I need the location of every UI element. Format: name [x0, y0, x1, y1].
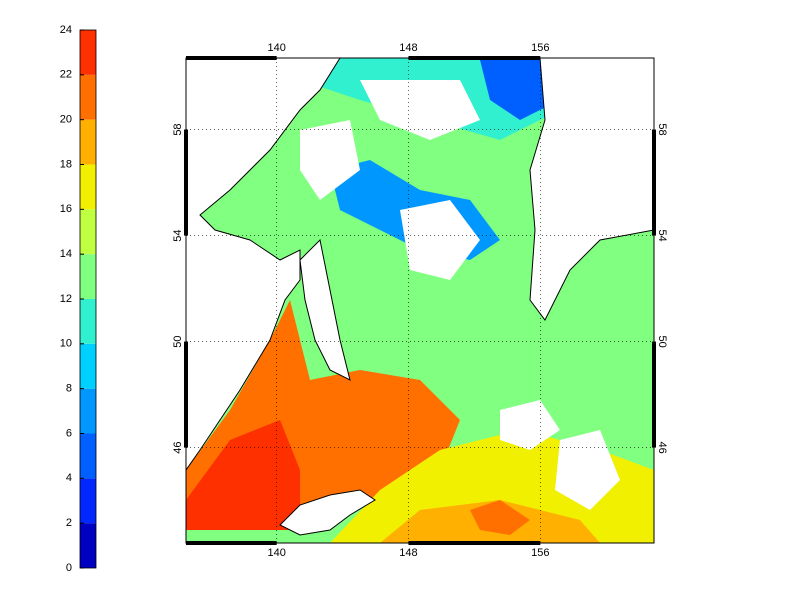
colorbar-segment — [80, 478, 96, 524]
frame-bar — [408, 56, 541, 60]
colorbar-segment — [80, 74, 96, 120]
colorbar-label: 4 — [66, 472, 72, 484]
colorbar-label: 0 — [66, 562, 72, 574]
lon-label: 148 — [399, 547, 417, 559]
lat-label: 46 — [656, 441, 668, 453]
colorbar-label: 10 — [60, 338, 72, 350]
no-data — [555, 430, 620, 510]
colorbar-label: 6 — [66, 427, 72, 439]
colorbar-label: 12 — [60, 293, 72, 305]
warm-water — [470, 500, 530, 535]
colorbar-label: 20 — [60, 114, 72, 126]
hot-water — [186, 420, 300, 530]
graticule: 140 140 148 148 156 156 46 46 50 50 54 54 58 58 — [172, 42, 668, 559]
no-data — [300, 120, 360, 200]
colorbar-segment — [80, 433, 96, 479]
lon-label: 148 — [399, 42, 417, 54]
colorbar-label: 16 — [60, 203, 72, 215]
colorbar-label: 18 — [60, 158, 72, 170]
frame-bar — [184, 129, 188, 236]
lat-label: 46 — [172, 441, 184, 453]
lat-label: 58 — [172, 123, 184, 135]
colorbar-segment — [80, 299, 96, 344]
frame-bar — [408, 541, 541, 545]
no-data — [400, 200, 480, 280]
lat-label: 50 — [172, 335, 184, 347]
colorbar-segment — [80, 388, 96, 434]
colorbar-label: 2 — [66, 517, 72, 529]
mainland — [186, 58, 341, 471]
sst-field — [186, 58, 654, 543]
frame-bar — [652, 341, 656, 448]
lon-label: 140 — [267, 547, 285, 559]
lat-label: 50 — [656, 335, 668, 347]
frame-bar — [186, 56, 277, 60]
colorbar-segment — [80, 343, 96, 389]
colorbar-segment — [80, 164, 96, 210]
lat-label: 54 — [656, 229, 668, 241]
colorbar-label: 14 — [60, 248, 72, 260]
hokkaido — [279, 489, 376, 536]
colorbar-label: 24 — [60, 24, 72, 36]
colorbar-segment — [80, 523, 96, 568]
kamchatka — [529, 58, 654, 321]
lat-label: 58 — [656, 123, 668, 135]
colorbar-segment — [80, 119, 96, 165]
ocean — [540, 370, 654, 450]
colorbar-label: 8 — [66, 383, 72, 395]
lon-label: 156 — [531, 547, 549, 559]
no-data — [500, 400, 560, 450]
no-data — [360, 80, 480, 140]
frame-bar — [652, 129, 656, 236]
colorbar-segment — [80, 209, 96, 255]
colorbar-label: 22 — [60, 69, 72, 81]
colorbar-segment — [80, 254, 96, 299]
frame-bar — [184, 341, 188, 448]
lat-label: 54 — [172, 229, 184, 241]
colorbar-segment — [80, 30, 96, 75]
frame-bar — [186, 541, 277, 545]
lon-label: 140 — [267, 42, 285, 54]
lon-label: 156 — [531, 42, 549, 54]
sakhalin — [299, 238, 351, 381]
